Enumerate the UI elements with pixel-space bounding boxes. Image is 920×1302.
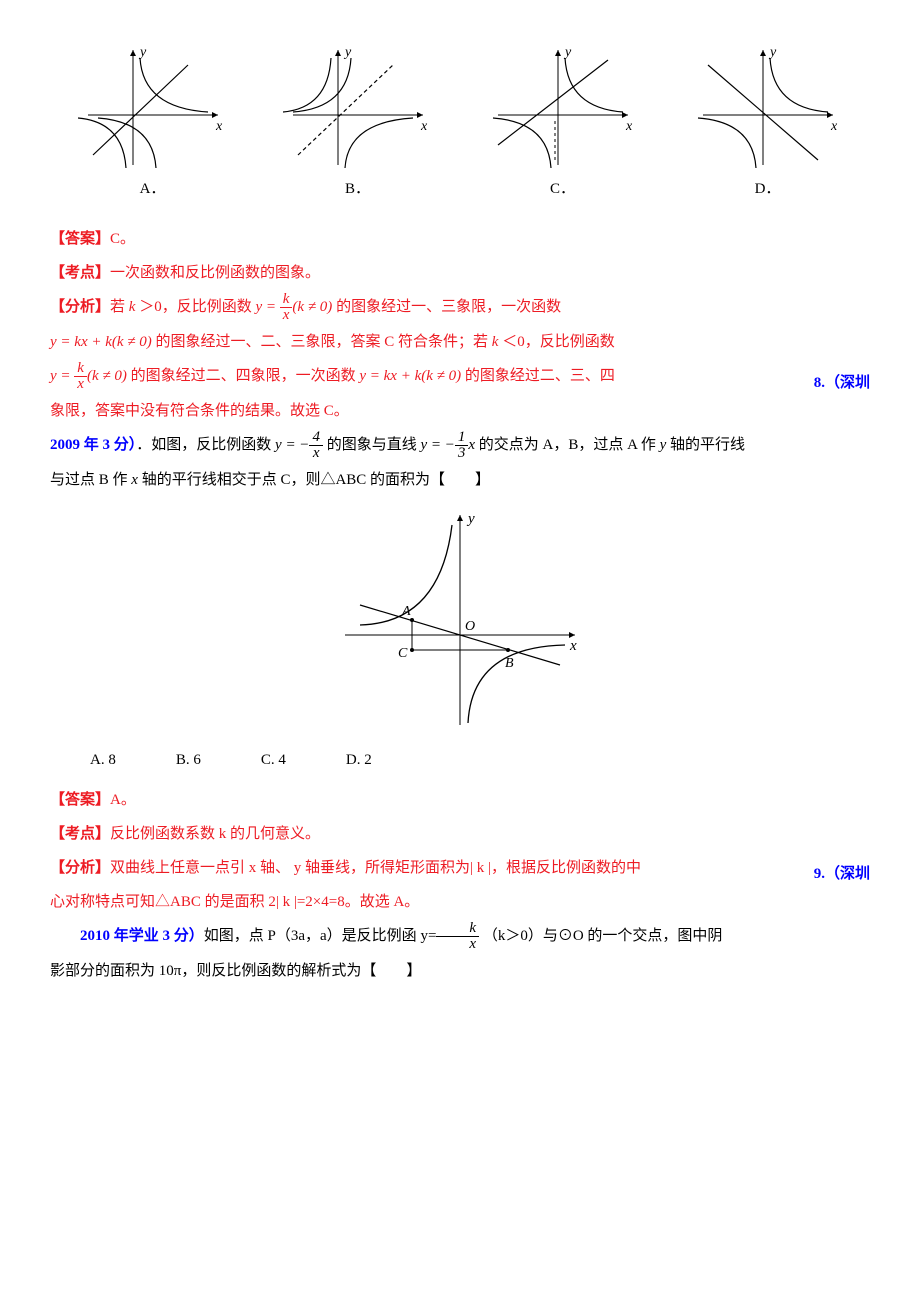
svg-text:y: y — [138, 45, 147, 60]
kaodian-label: 【考点】 — [50, 265, 110, 281]
graph-d: x y — [693, 40, 843, 170]
q8-fenxi-2: 心对称特点可知△ABC 的是面积 2| k |=2×4=8。故选 A。 9.（深… — [50, 887, 870, 917]
q8-opt-a: A. 8 — [90, 745, 116, 775]
q8-side-label: 8.（深圳 — [814, 368, 870, 398]
q8-stem-1: 2009 年 3 分）．如图，反比例函数 y = −4x 的图象与直线 y = … — [50, 430, 870, 461]
option-a-label: A． — [78, 174, 228, 204]
option-d: x y D． — [693, 40, 843, 204]
option-c-label: C． — [488, 174, 638, 204]
q8-opt-d: D. 2 — [346, 745, 372, 775]
q7-fenxi-1: 【分析】若 k ＞0，反比例函数 y = kx(k ≠ 0) 的图象经过一、三象… — [50, 292, 870, 323]
q8-answer: 【答案】A。 — [50, 785, 870, 815]
q7-kaodian: 【考点】一次函数和反比例函数的图象。 — [50, 258, 870, 288]
kaodian-text: 一次函数和反比例函数的图象。 — [110, 265, 320, 281]
option-a: x y A． — [78, 40, 228, 204]
fenxi-label: 【分析】 — [50, 299, 110, 315]
q8-opt-b: B. 6 — [176, 745, 201, 775]
svg-text:y: y — [343, 45, 352, 60]
q8-figure: x y O A B C — [50, 505, 870, 735]
q8-stem-2: 与过点 B 作 x 轴的平行线相交于点 C，则△ABC 的面积为【 】 — [50, 465, 870, 495]
options-row: x y A． x y B． x — [50, 40, 870, 204]
q9-side-label: 9.（深圳 — [814, 859, 870, 889]
svg-text:x: x — [625, 119, 633, 134]
graph-c: x y — [488, 40, 638, 170]
svg-text:B: B — [505, 656, 514, 671]
option-b-label: B． — [283, 174, 433, 204]
q8-fenxi-1: 【分析】双曲线上任意一点引 x 轴、 y 轴垂线，所得矩形面积为| k |，根据… — [50, 853, 870, 883]
q9-stem-2: 影部分的面积为 10π，则反比例函数的解析式为【 】 — [50, 956, 870, 986]
q8-opt-c: C. 4 — [261, 745, 286, 775]
svg-text:y: y — [563, 45, 572, 60]
svg-text:x: x — [569, 638, 577, 654]
graph-b: x y — [283, 40, 433, 170]
graph-a: x y — [78, 40, 228, 170]
option-c: x y C． — [488, 40, 638, 204]
option-d-label: D． — [693, 174, 843, 204]
option-b: x y B． — [283, 40, 433, 204]
svg-text:C: C — [398, 646, 408, 661]
answer-value: C。 — [110, 231, 135, 247]
svg-text:O: O — [465, 619, 475, 634]
svg-text:y: y — [768, 45, 777, 60]
svg-text:x: x — [830, 119, 838, 134]
q9-stem-1: 2010 年学业 3 分）如图，点 P（3a，a）是反比例函 y=kx （k＞0… — [50, 921, 870, 952]
q8-options: A. 8 B. 6 C. 4 D. 2 — [50, 745, 870, 775]
q8-year: 2009 年 3 分） — [50, 437, 136, 453]
answer-label: 【答案】 — [50, 231, 110, 247]
q9-year: 2010 年学业 3 分） — [80, 928, 204, 944]
svg-text:x: x — [215, 119, 223, 134]
q8-graph: x y O A B C — [330, 505, 590, 735]
svg-text:x: x — [420, 119, 428, 134]
q7-fenxi-3: y = kx(k ≠ 0) 的图象经过二、四象限，一次函数 y = kx + k… — [50, 361, 870, 392]
q7-fenxi-2: y = kx + k(k ≠ 0) 的图象经过一、二、三象限，答案 C 符合条件… — [50, 327, 870, 357]
svg-text:A: A — [401, 604, 411, 619]
q8-kaodian: 【考点】反比例函数系数 k 的几何意义。 — [50, 819, 870, 849]
svg-text:y: y — [466, 511, 475, 527]
q7-fenxi-4: 象限，答案中没有符合条件的结果。故选 C。 8.（深圳 — [50, 396, 870, 426]
q7-answer: 【答案】C。 — [50, 224, 870, 254]
